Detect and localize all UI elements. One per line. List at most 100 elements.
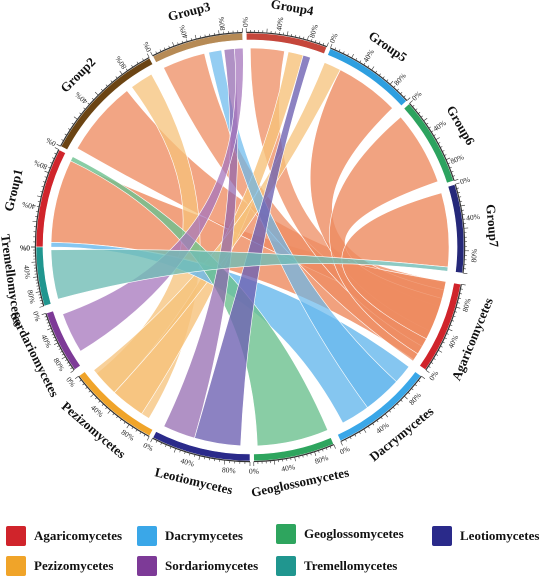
tick-group2-6	[79, 112, 82, 115]
tick-group3-5	[172, 42, 175, 47]
segment-label-group7: Group7	[483, 204, 502, 249]
tick-dacrymycetes-1	[418, 380, 421, 383]
tick-group2-4	[71, 122, 74, 125]
tick-group5-16	[393, 85, 396, 88]
tick-sordariomycetes-20	[41, 313, 46, 315]
legend-swatch	[6, 556, 26, 576]
tick-agaricomycetes-9	[450, 324, 453, 326]
arc-group3	[152, 32, 244, 63]
tick-dacrymycetes-6	[400, 399, 403, 402]
tick-group1-15	[44, 170, 49, 173]
legend-label: Tremellomycetes	[304, 558, 398, 573]
tick-group3-0	[150, 51, 153, 56]
tick-group6-18	[451, 171, 454, 173]
tick-group2-12	[105, 84, 108, 87]
tick-label-pezizomycetes-0: 0%	[64, 375, 77, 388]
tick-group3-3	[164, 47, 166, 50]
tick-label-leotiomycetes-1: 40%	[180, 456, 196, 468]
tick-label-pezizomycetes-2: 80%	[120, 428, 136, 443]
tick-group2-14	[115, 76, 118, 79]
tick-group6-10	[436, 137, 440, 140]
tick-pezizomycetes-8	[116, 416, 118, 419]
ribbon-16	[50, 249, 449, 300]
legend-swatch	[276, 556, 296, 576]
tick-label-group2-0: 0%	[44, 136, 57, 149]
tick-agaricomycetes-18	[431, 362, 434, 364]
tick-leotiomycetes-19	[155, 440, 158, 443]
tick-sordariomycetes-17	[46, 322, 49, 324]
tick-group5-19	[403, 95, 406, 98]
tick-geoglossomycetes-3	[322, 449, 324, 452]
tick-pezizomycetes-0	[146, 436, 150, 441]
tick-group7-0	[455, 182, 460, 185]
tick-pezizomycetes-4	[131, 427, 134, 430]
tick-group6-12	[440, 146, 443, 148]
ticks-layer: 0%40%80%0%40%80%0%40%80% 0% 40% 80% 0%40%80%…	[20, 16, 480, 475]
tick-label-group4-0: 0%	[241, 17, 250, 27]
tick-leotiomycetes-16	[169, 446, 172, 449]
tick-label-agaricomycetes-1: 40%	[446, 334, 460, 350]
legend-swatch	[432, 526, 452, 546]
legend-label: Sordariomycetes	[165, 558, 259, 573]
tick-group5-17	[397, 88, 399, 91]
tick-agaricomycetes-0	[461, 284, 466, 286]
tick-pezizomycetes-15	[90, 394, 94, 398]
tick-group5-12	[379, 73, 381, 76]
tick-agaricomycetes-17	[433, 358, 436, 360]
tick-label-group6-0: 0%	[410, 89, 423, 102]
segment-label-group4: Group4	[270, 0, 316, 18]
tick-geoglossomycetes-5	[314, 451, 317, 456]
tick-dacrymycetes-15	[363, 429, 367, 433]
tick-sordariomycetes-2	[68, 364, 71, 367]
tick-group6-1	[412, 104, 415, 107]
tick-pezizomycetes-16	[88, 390, 91, 393]
tick-pezizomycetes-12	[101, 404, 104, 406]
tick-label-dacrymycetes-1: 40%	[374, 420, 390, 435]
tick-group6-3	[418, 111, 421, 114]
tick-label-tremellomycetes-2: 80%	[25, 289, 37, 304]
tick-group6-6	[426, 122, 429, 125]
tick-geoglossomycetes-2	[326, 447, 328, 450]
legend-item-dacrymycetes: Dacrymycetes	[137, 526, 243, 546]
tick-pezizomycetes-5	[126, 424, 130, 429]
tick-group3-1	[155, 51, 157, 54]
tick-group5-6	[355, 57, 358, 61]
tick-pezizomycetes-11	[105, 407, 108, 410]
tick-agaricomycetes-15	[438, 350, 443, 353]
segment-label-group5: Group5	[366, 28, 410, 65]
tick-label-group2-1: 40%	[73, 90, 89, 106]
tick-group2-8	[87, 102, 90, 105]
tick-label-group5-1: 40%	[361, 48, 376, 64]
tick-sordariomycetes-6	[61, 353, 64, 356]
tick-sordariomycetes-10	[53, 342, 58, 345]
tick-group5-15	[390, 80, 394, 85]
tick-label-leotiomycetes-0: 0%	[142, 441, 155, 454]
tick-group3-7	[181, 40, 183, 43]
arc-group2	[60, 57, 154, 151]
tick-group2-2	[64, 133, 67, 136]
tick-group1-12	[41, 186, 44, 188]
tick-sordariomycetes-14	[50, 331, 53, 333]
tick-group4-20	[326, 42, 329, 47]
tick-pezizomycetes-1	[143, 434, 146, 437]
legend-label: Dacrymycetes	[165, 528, 243, 543]
arc-outline-group7	[454, 184, 466, 274]
legend-label: Geoglossomycetes	[304, 526, 404, 541]
tick-group7-2	[457, 192, 461, 194]
tick-group3-4	[168, 45, 170, 48]
tick-group2-9	[91, 97, 94, 100]
ribbon-13	[194, 54, 311, 447]
tick-leotiomycetes-15	[173, 448, 176, 453]
tick-group6-11	[438, 142, 441, 144]
tick-group6-8	[431, 130, 434, 133]
tick-sordariomycetes-13	[51, 334, 54, 336]
tick-agaricomycetes-14	[440, 346, 443, 348]
tick-label-group1-0: 0%	[20, 243, 30, 252]
tick-dacrymycetes-13	[372, 423, 375, 426]
legend-item-leotiomycetes: Leotiomycetes	[432, 526, 539, 546]
legend-swatch	[6, 526, 26, 546]
tick-sordariomycetes-15	[47, 328, 52, 331]
tick-dacrymycetes-12	[376, 420, 379, 423]
tick-group5-4	[347, 53, 349, 56]
tick-group4-15	[307, 35, 309, 40]
